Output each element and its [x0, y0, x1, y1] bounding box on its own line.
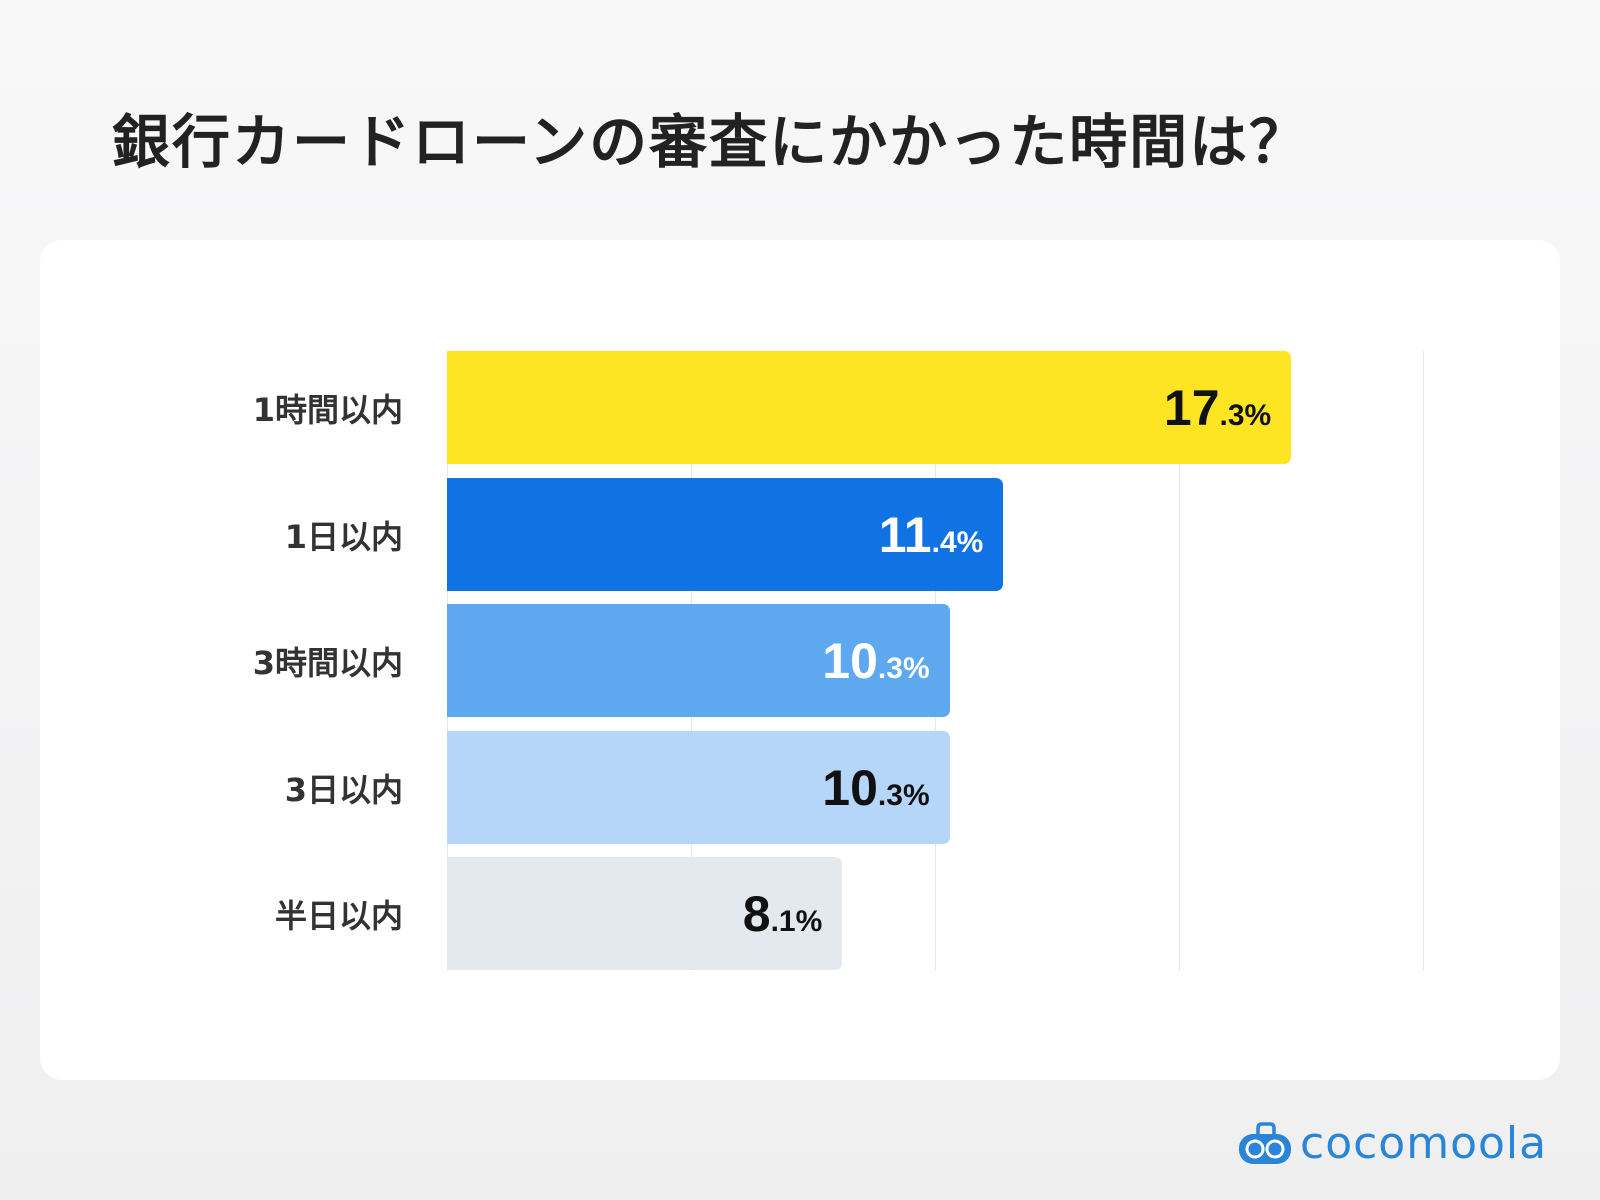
category-label: 1時間以内 — [252, 390, 403, 429]
value-integer: 17 — [1163, 379, 1220, 436]
value-integer: 10 — [822, 759, 878, 816]
value-label: 17.3% — [1164, 379, 1271, 437]
category-label: 3時間以内 — [252, 643, 403, 682]
bar — [447, 857, 843, 970]
value-integer: 8 — [742, 885, 771, 942]
cocomoola-logo: cocomoola — [1238, 1118, 1547, 1169]
value-label: 8.1% — [743, 885, 823, 943]
value-label: 10.3% — [822, 632, 929, 690]
category-label: 3日以内 — [284, 770, 403, 809]
bar — [447, 604, 950, 717]
category-label: 半日以内 — [274, 896, 403, 935]
value-decimal: .4% — [931, 525, 984, 559]
category-label: 1日以内 — [284, 517, 403, 556]
value-integer: 10 — [822, 632, 878, 689]
value-decimal: .3% — [877, 651, 930, 685]
value-decimal: .3% — [877, 778, 930, 812]
value-integer: 11 — [878, 506, 932, 563]
radio-mascot-icon — [1239, 1121, 1291, 1164]
gridline — [1423, 351, 1424, 971]
value-label: 10.3% — [822, 759, 929, 817]
value-decimal: .1% — [770, 904, 823, 938]
bar — [447, 731, 950, 844]
gridline — [1179, 351, 1180, 971]
value-decimal: .3% — [1219, 398, 1272, 432]
bar — [447, 351, 1292, 464]
chart-title: 銀行カードローンの審査にかかった時間は？ — [112, 108, 1310, 176]
bar — [447, 478, 1004, 591]
value-label: 11.4% — [879, 506, 984, 564]
logo-text: cocomoola — [1300, 1118, 1548, 1169]
